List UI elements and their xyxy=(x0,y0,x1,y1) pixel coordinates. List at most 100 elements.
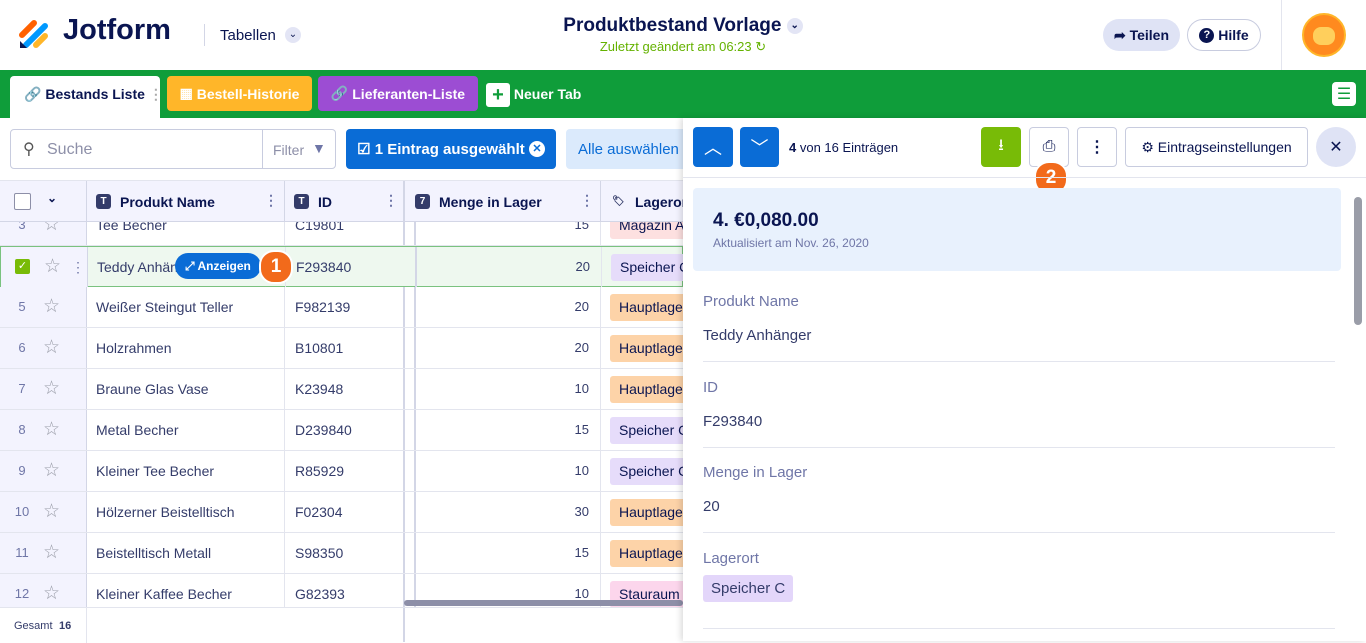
star[interactable]: ☆ xyxy=(43,460,61,481)
location-chip: Speicher C xyxy=(611,254,683,281)
share-button[interactable]: ➦ Teilen xyxy=(1103,19,1180,51)
cell-location xyxy=(600,287,683,327)
cell-id: S98350 xyxy=(284,533,416,573)
table-row: 9 ☆ Kleiner Tee Becher R85929 10 Speicher C xyxy=(0,451,683,492)
top-bar: Jotform Tabellen ⌄ Produktbestand Vorlag… xyxy=(0,0,1366,71)
cell-name: Beistelltisch Metall xyxy=(96,545,212,561)
column-icon: T xyxy=(294,194,309,209)
position-number: 4 xyxy=(789,140,797,155)
download-button[interactable]: ⭳ xyxy=(981,127,1021,167)
subtitle-text: Zuletzt geändert am 06:23 xyxy=(599,39,752,54)
cell-gutter xyxy=(0,574,87,607)
cell-id: D239840 xyxy=(284,410,416,450)
cell-location xyxy=(600,574,683,607)
row-number: 9 xyxy=(18,463,26,478)
row-number: 8 xyxy=(18,422,26,437)
cell-gutter xyxy=(0,492,87,532)
star[interactable]: ☆ xyxy=(43,378,61,399)
star[interactable]: ☆ xyxy=(43,501,61,522)
star[interactable]: ☆ xyxy=(43,542,61,563)
tab[interactable]: 🔗 Lieferanten-Liste xyxy=(318,76,478,111)
location-chip: Hauptlager xyxy=(610,376,683,403)
location-chip: Hauptlager xyxy=(610,294,683,321)
tab-label: Neuer Tab xyxy=(513,86,582,102)
cell-location xyxy=(600,369,683,409)
star[interactable]: ☆ xyxy=(43,583,61,604)
next-button[interactable]: ﹀ xyxy=(740,127,779,167)
selected-label: 1 Eintrag ausgewählt xyxy=(374,140,525,158)
search-box[interactable]: ⚲ Suche Filter ▼ xyxy=(10,129,336,169)
table-row: 11 ☆ Beistelltisch Metall S98350 15 Hauptlage… xyxy=(0,533,683,574)
cell-gutter xyxy=(0,287,87,327)
table-row: 7 ☆ Braune Glas Vase K23948 10 Hauptlager xyxy=(0,369,683,410)
star[interactable]: ☆ xyxy=(43,296,61,317)
cell-quantity: 20 xyxy=(574,340,589,355)
new-tab[interactable]: + Neuer Tab xyxy=(486,82,582,108)
cell-gutter xyxy=(0,410,87,450)
column-header[interactable]: Produkt Name xyxy=(120,194,215,210)
table-row: 6 ☆ Holzrahmen B10801 20 Hauptlager xyxy=(0,328,683,369)
table-row: 5 ☆ Weißer Steingut Teller F982139 20 Hauptla… xyxy=(0,287,683,328)
row-menu: ⋮ xyxy=(71,259,85,275)
field-value: Teddy Anhänger xyxy=(703,327,812,344)
column-header[interactable]: Lagerort xyxy=(635,194,692,210)
cell-id: B10801 xyxy=(284,328,416,368)
caret[interactable]: ⌄ xyxy=(285,27,301,43)
cell-location xyxy=(601,247,683,287)
separator xyxy=(703,628,1335,629)
avatar[interactable] xyxy=(1302,13,1346,57)
search-placeholder: Suche xyxy=(47,141,93,158)
separator xyxy=(703,532,1335,533)
row-checkbox[interactable]: ✓ xyxy=(15,259,30,274)
cell-quantity: 15 xyxy=(574,222,589,232)
more-button[interactable]: ⋮ xyxy=(1077,127,1117,167)
cell-gutter xyxy=(0,328,87,368)
cell-gutter xyxy=(0,369,87,409)
field-label: Menge in Lager xyxy=(703,464,808,481)
cell-gutter xyxy=(0,222,87,245)
card-title: 4. €0,080.00 xyxy=(713,210,819,231)
column-icon: 🏷 xyxy=(612,196,625,207)
table-body: 3 ☆ Tee Becher C19801 15 Magazin A ✓ ⋮ ☆ Teddy An… xyxy=(0,222,683,607)
close-button[interactable]: ✕ xyxy=(1316,127,1356,167)
position: 4 von 16 Einträgen xyxy=(789,140,898,155)
filter-label[interactable]: Filter xyxy=(273,142,305,158)
menu-button[interactable]: ☰ xyxy=(1332,82,1356,106)
row-number: 11 xyxy=(15,545,29,560)
help-button[interactable]: ? Hilfe xyxy=(1187,19,1261,51)
tab[interactable]: ▦ Bestell-Historie xyxy=(167,76,312,111)
location-chip: Speicher C xyxy=(610,417,683,444)
star[interactable]: ☆ xyxy=(43,222,61,235)
cell-id: G82393 xyxy=(284,574,416,607)
tab-bar: 🔗 Bestands Liste ⋮ ▦ Bestell-Historie 🔗 … xyxy=(0,70,1366,118)
select-all-button[interactable]: Alle auswählen xyxy=(566,129,696,169)
settings-button[interactable]: ⚙ Eintragseinstellungen xyxy=(1125,127,1308,167)
logo-text: Jotform xyxy=(63,14,171,46)
cell-name: Weißer Steingut Teller xyxy=(96,299,234,315)
workspace[interactable]: Tabellen xyxy=(220,27,276,44)
selected-button[interactable]: ☑ 1 Eintrag ausgewählt ✕ xyxy=(346,129,556,169)
prev-button[interactable]: ︿ xyxy=(693,127,733,167)
view-button[interactable]: ⤢ Anzeigen xyxy=(175,253,261,279)
star[interactable]: ☆ xyxy=(43,337,61,358)
cell-location xyxy=(600,410,683,450)
cell-name: Holzrahmen xyxy=(96,340,172,356)
position-text: von 16 Einträgen xyxy=(799,140,899,155)
cell-name: Braune Glas Vase xyxy=(96,381,209,397)
table-row: 3 ☆ Tee Becher C19801 15 Magazin A xyxy=(0,222,683,246)
star[interactable]: ☆ xyxy=(44,256,62,277)
cell-location xyxy=(600,222,683,245)
tab-label: Bestands Liste xyxy=(45,86,145,102)
column-header[interactable]: ID xyxy=(318,194,332,210)
cell-id: R85929 xyxy=(284,451,416,491)
cell-location xyxy=(600,328,683,368)
cell-gutter xyxy=(0,451,87,491)
column-header[interactable]: Menge in Lager xyxy=(439,194,542,210)
star[interactable]: ☆ xyxy=(43,419,61,440)
cell-quantity: 10 xyxy=(574,463,589,478)
card-subtitle: Aktualisiert am Nov. 26, 2020 xyxy=(713,236,869,250)
title-text: Produktbestand Vorlage xyxy=(563,15,782,36)
tab-label: Bestell-Historie xyxy=(196,85,300,102)
tab-label: Lieferanten-Liste xyxy=(352,85,466,102)
tab-active[interactable]: 🔗 Bestands Liste ⋮ xyxy=(10,76,163,118)
